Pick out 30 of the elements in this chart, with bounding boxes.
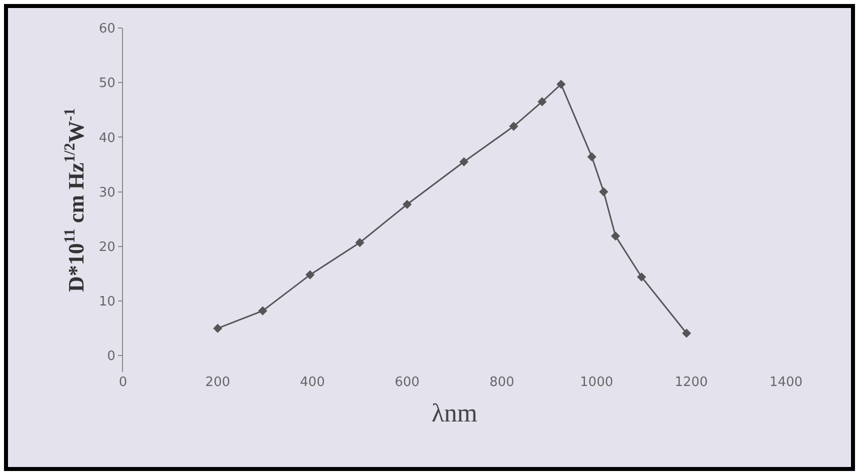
x-axis-title: λnm	[432, 398, 478, 428]
y-tick-label: 50	[98, 76, 116, 92]
x-tick-label: 1400	[769, 375, 803, 390]
y-tick-label: 10	[98, 294, 116, 310]
x-tick-label: 1000	[580, 375, 614, 390]
point	[402, 200, 412, 209]
y-tick-label: 40	[98, 130, 116, 146]
point	[459, 157, 469, 166]
x-tick-label: 600	[394, 375, 420, 390]
y-tick-label: 0	[107, 349, 116, 364]
point	[599, 187, 608, 196]
point	[556, 80, 566, 89]
x-tick-label: 0	[118, 375, 128, 390]
x-tick-label: 400	[300, 375, 325, 390]
point	[258, 306, 268, 316]
x-tick-label: 1200	[674, 375, 708, 390]
point	[355, 238, 364, 248]
point	[637, 272, 646, 282]
x-tick-label: 200	[205, 375, 230, 390]
point	[682, 328, 692, 338]
y-tick-label: 30	[98, 185, 116, 200]
point	[213, 324, 222, 333]
point	[538, 97, 547, 106]
x-tick-label: 800	[489, 375, 514, 390]
point	[306, 270, 315, 280]
point	[610, 231, 620, 241]
y-tick-label: 20	[98, 240, 116, 255]
y-tick-label: 60	[98, 22, 116, 37]
point	[509, 122, 518, 131]
point	[587, 152, 596, 162]
